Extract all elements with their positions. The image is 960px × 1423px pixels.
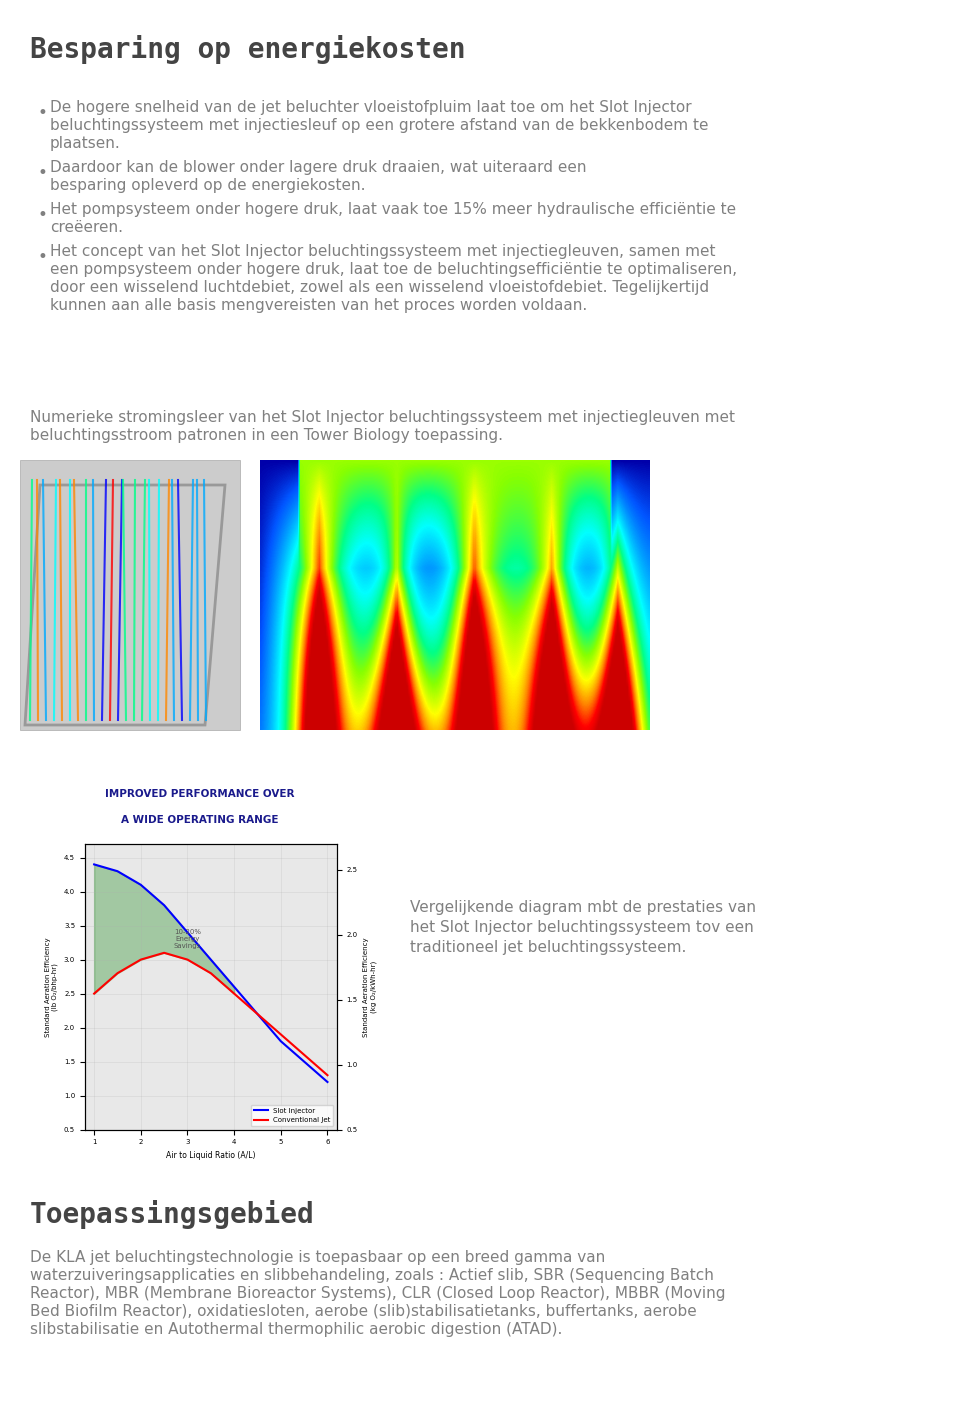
X-axis label: Air to Liquid Ratio (A/L): Air to Liquid Ratio (A/L): [166, 1151, 255, 1160]
Text: Besparing op energiekosten: Besparing op energiekosten: [30, 36, 466, 64]
Conventional Jet: [158, 945, 170, 962]
Conventional Jet: [111, 965, 123, 982]
Text: beluchtingsstroom patronen in een Tower Biology toepassing.: beluchtingsstroom patronen in een Tower …: [30, 428, 503, 443]
Slot Injector: [158, 896, 170, 914]
Text: kunnen aan alle basis mengvereisten van het proces worden voldaan.: kunnen aan alle basis mengvereisten van …: [50, 297, 588, 313]
Conventional Jet: [252, 1006, 263, 1023]
Slot Injector: [181, 924, 193, 941]
Conventional Jet: [135, 951, 147, 968]
Text: een pompsysteem onder hogere druk, laat toe de beluchtingsefficiëntie te optimal: een pompsysteem onder hogere druk, laat …: [50, 262, 737, 277]
Text: besparing opleverd op de energiekosten.: besparing opleverd op de energiekosten.: [50, 178, 366, 194]
Text: IMPROVED PERFORMANCE OVER: IMPROVED PERFORMANCE OVER: [106, 790, 295, 800]
Slot Injector: [252, 1006, 263, 1023]
Slot Injector: [205, 951, 217, 968]
Text: creëeren.: creëeren.: [50, 221, 123, 235]
Text: Numerieke stromingsleer van het Slot Injector beluchtingssysteem met injectiegle: Numerieke stromingsleer van het Slot Inj…: [30, 410, 735, 425]
Slot Injector: [275, 1033, 286, 1050]
Conventional Jet: [322, 1067, 333, 1084]
Y-axis label: Standard Aeration Efficiency
(lb O₂/bhp-hr): Standard Aeration Efficiency (lb O₂/bhp-…: [45, 936, 59, 1036]
Slot Injector: [299, 1053, 310, 1070]
Line: Slot Injector: Slot Injector: [94, 864, 327, 1081]
Conventional Jet: [88, 985, 100, 1002]
Text: beluchtingssysteem met injectiesleuf op een grotere afstand van de bekkenbodem t: beluchtingssysteem met injectiesleuf op …: [50, 118, 708, 132]
Line: Conventional Jet: Conventional Jet: [94, 953, 327, 1076]
Text: Het concept van het Slot Injector beluchtingssysteem met injectiegleuven, samen : Het concept van het Slot Injector beluch…: [50, 243, 715, 259]
Slot Injector: [88, 855, 100, 872]
Text: 10-20%
Energy
Savings: 10-20% Energy Savings: [174, 929, 201, 949]
Conventional Jet: [205, 965, 217, 982]
Slot Injector: [111, 862, 123, 879]
Conventional Jet: [228, 985, 240, 1002]
Text: •: •: [37, 104, 47, 122]
Slot Injector: [135, 877, 147, 894]
Text: Bed Biofilm Reactor), oxidatiesloten, aerobe (slib)stabilisatietanks, buffertank: Bed Biofilm Reactor), oxidatiesloten, ae…: [30, 1303, 697, 1319]
Text: door een wisselend luchtdebiet, zowel als een wisselend vloeistofdebiet. Tegelij: door een wisselend luchtdebiet, zowel al…: [50, 280, 709, 295]
Text: De hogere snelheid van de jet beluchter vloeistofpluim laat toe om het Slot Inje: De hogere snelheid van de jet beluchter …: [50, 100, 691, 115]
Text: Reactor), MBR (Membrane Bioreactor Systems), CLR (Closed Loop Reactor), MBBR (Mo: Reactor), MBR (Membrane Bioreactor Syste…: [30, 1286, 726, 1301]
Text: A WIDE OPERATING RANGE: A WIDE OPERATING RANGE: [121, 814, 278, 824]
Text: het Slot Injector beluchtingssysteem tov een: het Slot Injector beluchtingssysteem tov…: [410, 921, 754, 935]
Text: Vergelijkende diagram mbt de prestaties van: Vergelijkende diagram mbt de prestaties …: [410, 899, 756, 915]
Text: •: •: [37, 164, 47, 182]
Legend: Slot Injector, Conventional Jet: Slot Injector, Conventional Jet: [251, 1106, 333, 1126]
Slot Injector: [322, 1073, 333, 1090]
Text: •: •: [37, 206, 47, 223]
Text: waterzuiveringsapplicaties en slibbehandeling, zoals : Actief slib, SBR (Sequenc: waterzuiveringsapplicaties en slibbehand…: [30, 1268, 714, 1284]
Conventional Jet: [275, 1026, 286, 1043]
Text: plaatsen.: plaatsen.: [50, 137, 121, 151]
Text: •: •: [37, 248, 47, 266]
FancyBboxPatch shape: [20, 460, 240, 730]
Y-axis label: Standard Aeration Efficiency
(kg O₂/kWh-hr): Standard Aeration Efficiency (kg O₂/kWh-…: [363, 936, 377, 1036]
Text: Toepassingsgebied: Toepassingsgebied: [30, 1200, 315, 1229]
Conventional Jet: [181, 951, 193, 968]
Text: slibstabilisatie en Autothermal thermophilic aerobic digestion (ATAD).: slibstabilisatie en Autothermal thermoph…: [30, 1322, 563, 1338]
Text: De KLA jet beluchtingstechnologie is toepasbaar op een breed gamma van: De KLA jet beluchtingstechnologie is toe…: [30, 1249, 605, 1265]
Text: traditioneel jet beluchtingssysteem.: traditioneel jet beluchtingssysteem.: [410, 941, 686, 955]
Conventional Jet: [299, 1046, 310, 1063]
Text: Daardoor kan de blower onder lagere druk draaien, wat uiteraard een: Daardoor kan de blower onder lagere druk…: [50, 159, 587, 175]
Slot Injector: [228, 978, 240, 995]
Text: Het pompsysteem onder hogere druk, laat vaak toe 15% meer hydraulische efficiënt: Het pompsysteem onder hogere druk, laat …: [50, 202, 736, 216]
